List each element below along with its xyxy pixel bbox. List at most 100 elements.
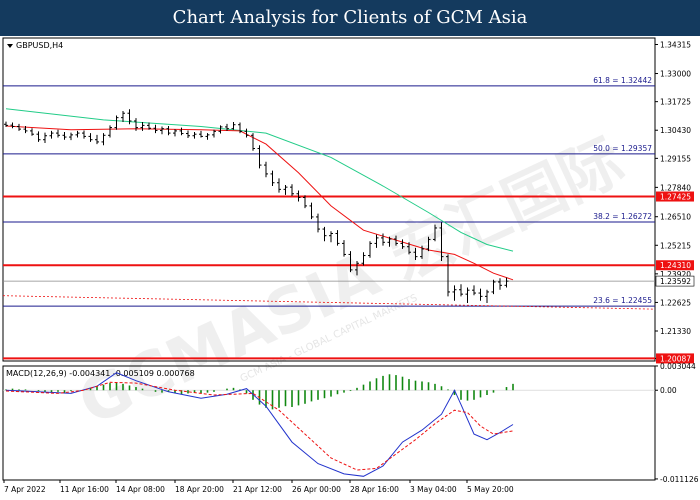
ohlc-bar xyxy=(134,118,138,131)
ohlc-bar xyxy=(4,121,8,127)
ohlc-bar xyxy=(270,170,275,187)
ohlc-bar xyxy=(121,111,125,123)
fibonacci-label: 23.6 = 1.22455 xyxy=(593,296,652,305)
chart-frame xyxy=(2,37,656,481)
ohlc-bar xyxy=(491,279,496,295)
ohlc-bar xyxy=(17,123,21,131)
ohlc-bar xyxy=(446,254,450,297)
x-tick-label: 28 Apr 16:00 xyxy=(350,485,399,494)
ohlc-bar xyxy=(498,278,502,290)
ohlc-bar xyxy=(257,145,262,169)
ohlc-bar xyxy=(114,115,119,130)
ohlc-bar xyxy=(179,127,184,136)
price-panel: GBPUSD,H4 61.8 = 1.32442 50.0 = 1.29357 38.… xyxy=(2,41,656,360)
macd-panel: MACD(12,26,9) -0.004341 -0.005109 0.0007… xyxy=(3,369,655,477)
price-tick-label: 1.29155 xyxy=(660,154,691,163)
ohlc-bar xyxy=(290,184,294,196)
fibonacci-label: 50.0 = 1.29357 xyxy=(593,144,652,153)
price-panel-border xyxy=(2,37,656,362)
ohlc-bar xyxy=(342,240,346,257)
ohlc-bar xyxy=(75,130,80,138)
ohlc-bar xyxy=(309,202,314,220)
x-tick-label: 11 Apr 16:00 xyxy=(60,485,109,494)
ohlc-bar xyxy=(433,224,437,242)
price-panel-title: GBPUSD,H4 xyxy=(16,41,63,50)
support-resistance-label: 1.27425 xyxy=(660,193,691,202)
ohlc-bar xyxy=(49,130,54,139)
price-tick-label: 1.27840 xyxy=(660,183,691,192)
ohlc-bar xyxy=(166,126,171,136)
axis-layer: 1.34315 1.33000 1.31725 1.30430 1.29155 1.278… xyxy=(3,41,699,494)
ohlc-bar xyxy=(439,222,444,262)
ohlc-bar xyxy=(264,161,268,178)
ohlc-bar xyxy=(355,261,359,276)
price-tick-label: 1.31725 xyxy=(660,98,691,107)
price-tick-label: 1.25215 xyxy=(660,241,691,250)
price-tick-label: 1.22625 xyxy=(660,298,691,307)
ohlc-bar xyxy=(10,122,15,129)
ohlc-bar xyxy=(225,123,229,131)
support-resistance-label: 1.24310 xyxy=(660,261,691,270)
fibonacci-label: 61.8 = 1.32442 xyxy=(593,76,652,85)
ohlc-bar xyxy=(472,285,476,296)
support-resistance-label: 1.20087 xyxy=(660,354,691,363)
ohlc-bar xyxy=(348,251,353,273)
macd-line xyxy=(5,372,514,477)
ohlc-bar xyxy=(368,241,372,258)
ohlc-bar xyxy=(173,129,177,137)
support-resistance-tag xyxy=(656,353,694,364)
ohlc-bar xyxy=(374,234,379,248)
ohlc-bar xyxy=(212,129,216,138)
x-tick-label: 18 Apr 20:00 xyxy=(175,485,224,494)
ohlc-bar xyxy=(88,133,93,142)
ohlc-bar xyxy=(205,133,210,140)
ohlc-bar xyxy=(140,122,145,131)
support-resistance-tag xyxy=(656,260,694,271)
ohlc-bar xyxy=(231,122,236,130)
ohlc-bar xyxy=(316,213,320,233)
ohlc-bar xyxy=(62,131,67,140)
ohlc-bar xyxy=(69,132,73,141)
price-tick-label: 1.30430 xyxy=(660,126,691,135)
ohlc-bar xyxy=(95,134,99,145)
ohlc-bar xyxy=(413,247,418,260)
ohlc-bar xyxy=(23,126,28,134)
price-tick-label: 1.23920 xyxy=(660,270,691,279)
ohlc-bar xyxy=(394,235,398,246)
ohlc-bar xyxy=(400,239,405,249)
price-tick-label: 1.21330 xyxy=(660,327,691,336)
ohlc-bar xyxy=(251,133,255,151)
ohlc-bar xyxy=(426,236,431,252)
watermark: GCMASIA 宏汇国际 GCM ASIA - GLOBAL CAPITAL M… xyxy=(68,123,635,439)
ma-fast-line xyxy=(5,125,514,281)
ohlc-bar xyxy=(452,285,457,301)
ohlc-bar xyxy=(420,245,424,259)
banner-title: Chart Analysis for Clients of GCM Asia xyxy=(172,7,528,28)
ohlc-bar xyxy=(30,128,34,136)
ohlc-bar xyxy=(478,288,483,301)
ohlc-bar xyxy=(56,129,60,138)
x-tick-label: 7 Apr 2022 xyxy=(4,485,46,494)
ohlc-bar xyxy=(329,231,333,243)
price-tick-label: 1.26510 xyxy=(660,213,691,222)
support-resistance-tag xyxy=(656,191,694,202)
ohlc-bar xyxy=(160,126,164,135)
ohlc-bar xyxy=(335,230,340,246)
trend-dotted-line xyxy=(2,295,656,310)
chart-canvas: GCMASIA 宏汇国际 GCM ASIA - GLOBAL CAPITAL M… xyxy=(2,37,699,494)
ohlc-bar xyxy=(322,226,327,242)
ohlc-bar xyxy=(36,131,41,142)
x-tick-label: 21 Apr 12:00 xyxy=(233,485,282,494)
watermark-text: GCMASIA 宏汇国际 xyxy=(68,123,635,439)
macd-signal-line xyxy=(5,381,514,471)
ohlc-bar xyxy=(244,128,249,138)
x-tick-label: 5 May 20:00 xyxy=(467,485,514,494)
fibonacci-label: 38.2 = 1.26272 xyxy=(593,212,652,221)
x-tick-label: 3 May 04:00 xyxy=(410,485,457,494)
ohlc-bar xyxy=(192,131,197,139)
ohlc-bar xyxy=(407,242,411,255)
ohlc-bar xyxy=(459,284,463,297)
macd-tick-label: -0.011126 xyxy=(660,475,699,484)
ohlc-bar xyxy=(504,277,509,288)
ohlc-bar xyxy=(147,122,151,130)
